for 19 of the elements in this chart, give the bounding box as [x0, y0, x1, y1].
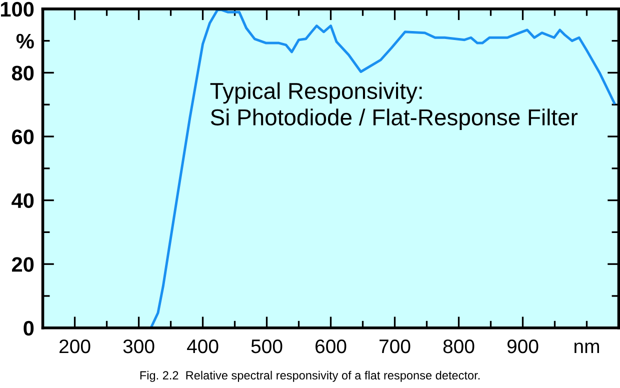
x-tick-label: 500	[251, 339, 282, 354]
y-tick-label: 0	[24, 320, 34, 336]
x-tick-label: 900	[507, 339, 538, 354]
y-tick-label: 20	[12, 257, 34, 272]
x-tick-label: 300	[123, 339, 154, 354]
caption: Fig. 2.2 Relative spectral responsivity of a flat response detector.	[140, 370, 480, 382]
y-tick-label: %	[16, 34, 34, 49]
x-tick-label: nm	[574, 342, 599, 354]
annotation: Typical Responsivity: Si Photodiode / Flat-Response Filter	[210, 82, 578, 130]
y-tick-label: 100	[1, 2, 34, 17]
x-tick-label: 700	[380, 339, 410, 354]
y-tick-label: 40	[12, 193, 34, 208]
x-tick-label: 600	[316, 339, 346, 354]
x-tick-label: 400	[187, 339, 218, 354]
y-tick-label: 60	[12, 130, 34, 144]
y-tick-label: 80	[12, 66, 34, 80]
x-tick-label: 200	[60, 339, 90, 354]
x-tick-label: 800	[443, 339, 474, 354]
line-series	[150, 8, 616, 328]
